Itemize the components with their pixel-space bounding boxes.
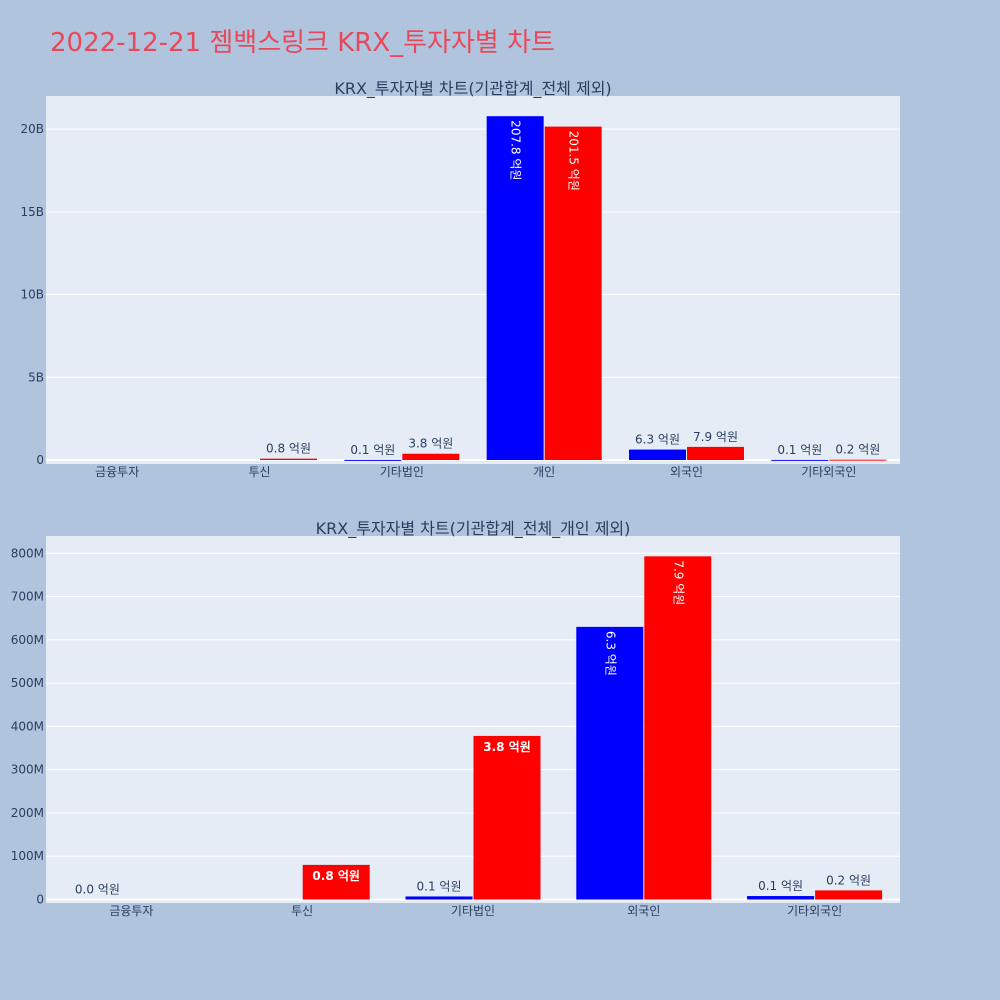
chart-1: 0 5B 10B 15B 20B KRX_투자자별 차트(기관합계_전체 제외) 금융투자 투… — [20, 79, 900, 479]
data-label: 0.1 억원 — [417, 879, 462, 893]
x-tick-label: 기타법인 — [451, 904, 495, 918]
plot-area — [46, 536, 900, 903]
y-tick-label: 0 — [36, 893, 44, 907]
data-label: 207.8 억원 — [509, 120, 523, 180]
chart-title: KRX_투자자별 차트(기관합계_전체_개인 제외) — [316, 519, 631, 539]
x-tick-label: 기타외국인 — [801, 465, 856, 479]
y-tick-label: 800M — [11, 546, 44, 560]
bar — [644, 556, 712, 900]
page-title: 2022-12-21 젬백스링크 KRX_투자자별 차트 — [50, 28, 555, 58]
bar — [576, 626, 644, 900]
y-tick-label: 300M — [11, 763, 44, 777]
y-tick-label: 400M — [11, 719, 44, 733]
bar — [302, 864, 370, 900]
bar — [747, 896, 815, 900]
data-label: 0.8 억원 — [266, 442, 311, 456]
bar — [405, 896, 473, 900]
y-tick-label: 700M — [11, 590, 44, 604]
bar — [815, 890, 883, 900]
y-tick-label: 500M — [11, 676, 44, 690]
data-label: 0.2 억원 — [826, 873, 871, 887]
y-tick-label: 20B — [20, 122, 44, 136]
data-label: 0.1 억원 — [777, 443, 822, 457]
bar — [402, 453, 460, 460]
y-tick-label: 200M — [11, 806, 44, 820]
data-label: 201.5 억원 — [567, 131, 581, 191]
x-tick-label: 금융투자 — [95, 465, 139, 479]
bar — [629, 449, 686, 460]
data-label: 3.8 억원 — [483, 740, 531, 754]
chart-title: KRX_투자자별 차트(기관합계_전체 제외) — [334, 79, 611, 99]
y-tick-label: 0 — [36, 453, 44, 467]
x-tick-label: 외국인 — [670, 465, 703, 479]
bar — [771, 459, 829, 461]
y-tick-label: 100M — [11, 849, 44, 863]
bar — [473, 735, 541, 900]
data-label: 0.2 억원 — [835, 443, 880, 457]
data-label: 0.0 억원 — [75, 883, 120, 897]
y-tick-label: 15B — [20, 205, 44, 219]
x-tick-label: 기타외국인 — [787, 904, 842, 918]
bar — [544, 126, 602, 460]
y-tick-label: 600M — [11, 633, 44, 647]
data-label: 3.8 억원 — [408, 437, 453, 451]
x-tick-label: 투신 — [248, 465, 270, 479]
bar — [260, 458, 317, 460]
data-label: 0.8 억원 — [312, 869, 360, 883]
x-tick-label: 기타법인 — [380, 465, 424, 479]
bar — [687, 446, 744, 460]
data-label: 0.1 억원 — [350, 443, 395, 457]
y-tick-label: 5B — [28, 370, 44, 384]
data-label: 6.3 억원 — [635, 433, 680, 447]
data-label: 7.9 억원 — [693, 430, 738, 444]
x-tick-label: 투신 — [291, 904, 313, 918]
data-label: 6.3 억원 — [603, 631, 617, 676]
data-label: 7.9 억원 — [671, 560, 685, 605]
y-tick-label: 10B — [20, 288, 44, 302]
data-label: 0.1 억원 — [758, 879, 803, 893]
chart-2: 0 100M 200M 300M 400M 500M 600M 700M 800M KRX_투자자… — [11, 519, 900, 918]
plot-area — [46, 96, 900, 464]
bar — [486, 116, 544, 460]
x-tick-label: 외국인 — [627, 904, 660, 918]
x-tick-label: 개인 — [533, 465, 555, 479]
bar — [344, 459, 402, 461]
x-tick-label: 금융투자 — [109, 904, 153, 918]
bar — [829, 459, 887, 461]
